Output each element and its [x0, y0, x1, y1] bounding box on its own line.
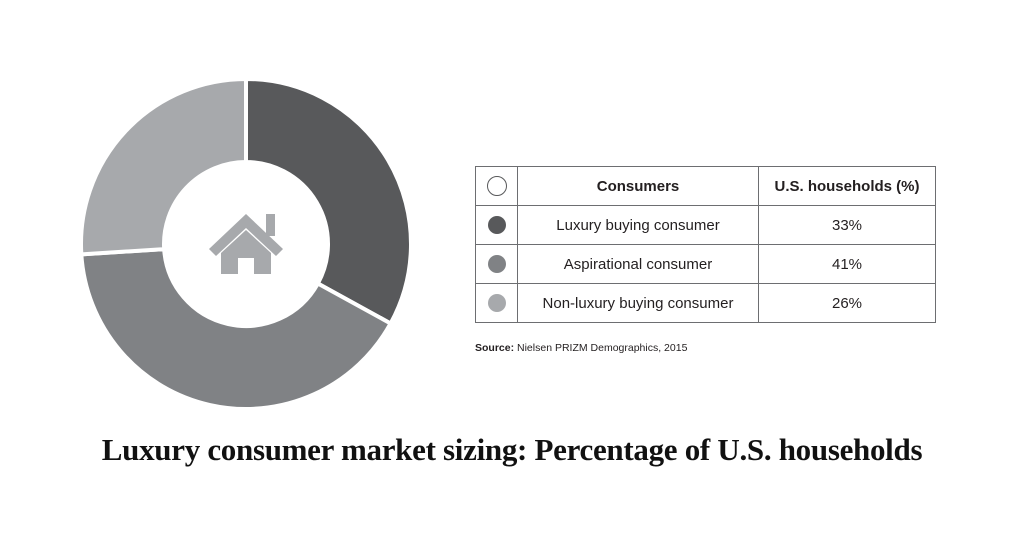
row-value: 33% — [758, 205, 936, 245]
donut-chart — [79, 76, 413, 411]
header-consumers: Consumers — [517, 166, 759, 206]
table-row: Non-luxury buying consumer 26% — [475, 283, 936, 323]
header-households: U.S. households (%) — [758, 166, 936, 206]
table-row: Aspirational consumer 41% — [475, 244, 936, 284]
row-label: Luxury buying consumer — [517, 205, 759, 245]
source-label: Source: — [475, 342, 515, 354]
legend-table: Consumers U.S. households (%) Luxury buy… — [475, 166, 936, 323]
donut-slice-luxury-buying-consumer — [244, 76, 413, 327]
row-dot-cell — [475, 283, 518, 323]
source-note: Source: Nielsen PRIZM Demographics, 2015 — [475, 342, 687, 354]
row-label: Aspirational consumer — [517, 244, 759, 284]
row-value: 41% — [758, 244, 936, 284]
chart-title: Luxury consumer market sizing: Percentag… — [101, 432, 923, 467]
donut-slice-non-luxury-buying-consumer — [79, 76, 248, 257]
header-dot-cell — [475, 166, 518, 206]
row-dot-cell — [475, 205, 518, 245]
row-label: Non-luxury buying consumer — [517, 283, 759, 323]
row-value: 26% — [758, 283, 936, 323]
table-row: Luxury buying consumer 33% — [475, 205, 936, 245]
row-dot-cell — [475, 244, 518, 284]
source-text: Nielsen PRIZM Demographics, 2015 — [514, 342, 688, 354]
non-luxury-swatch-icon — [487, 294, 506, 313]
empty-circle-icon — [486, 176, 507, 196]
house-icon — [209, 214, 283, 274]
donut-slices — [79, 76, 413, 411]
luxury-swatch-icon — [487, 216, 506, 235]
table-header-row: Consumers U.S. households (%) — [475, 166, 936, 206]
aspirational-swatch-icon — [487, 255, 506, 274]
donut-slice-aspirational-consumer — [79, 247, 394, 411]
